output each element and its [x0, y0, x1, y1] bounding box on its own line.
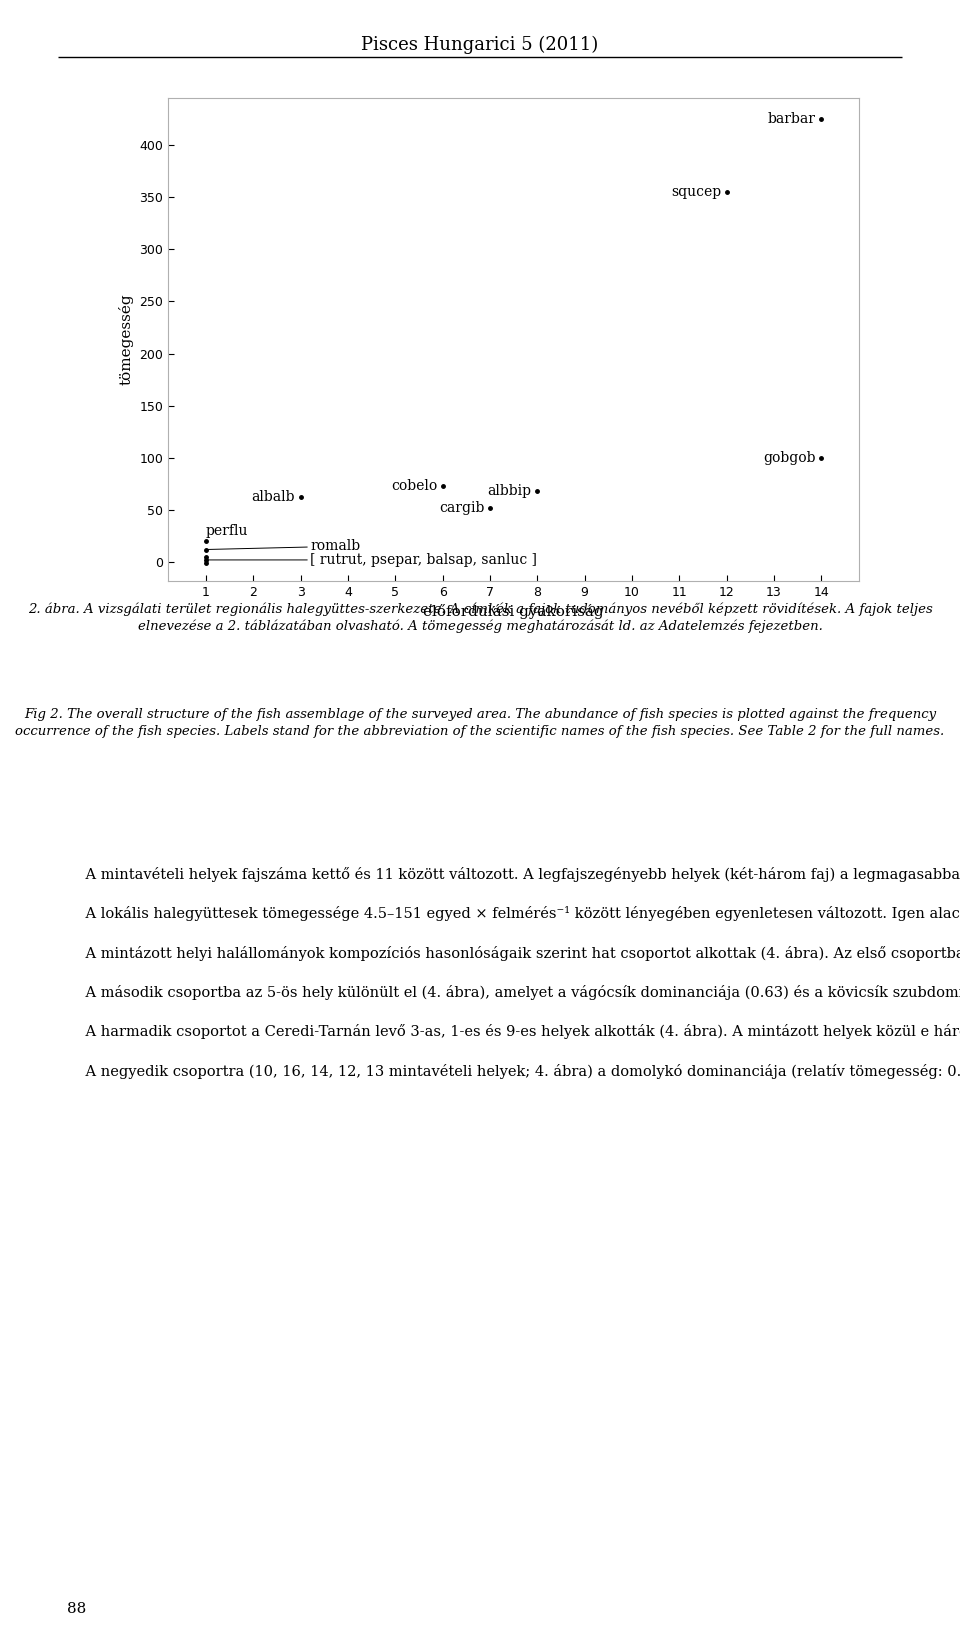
Text: 88: 88: [67, 1602, 86, 1616]
Y-axis label: tömegesség: tömegesség: [119, 293, 133, 386]
Text: Pisces Hungarici 5 (2011): Pisces Hungarici 5 (2011): [361, 36, 599, 54]
Text: perflu: perflu: [205, 524, 249, 538]
Text: romalb: romalb: [205, 540, 360, 553]
Text: A mintavételi helyek fajszáma kettő és 11 között változott. A legfajszegényebb h: A mintavételi helyek fajszáma kettő és 1…: [67, 867, 960, 1078]
Text: 2. ábra. A vizsgálati terület regionális halegyüttes-szerkezete. A címkék a fajo: 2. ábra. A vizsgálati terület regionális…: [28, 602, 932, 633]
Text: albalb: albalb: [252, 491, 295, 504]
Text: albbip: albbip: [488, 484, 532, 497]
Text: Fig 2. The overall structure of the fish assemblage of the surveyed area. The ab: Fig 2. The overall structure of the fish…: [15, 708, 945, 738]
X-axis label: előfordulási gyakoriság: előfordulási gyakoriság: [423, 604, 604, 618]
Text: cargib: cargib: [439, 501, 485, 515]
Text: barbar: barbar: [768, 111, 816, 126]
Text: gobgob: gobgob: [763, 452, 816, 465]
Text: [ rutrut, psepar, balsap, sanluc ]: [ rutrut, psepar, balsap, sanluc ]: [205, 553, 537, 568]
Text: cobelo: cobelo: [391, 479, 437, 492]
Text: squcep: squcep: [671, 185, 721, 200]
